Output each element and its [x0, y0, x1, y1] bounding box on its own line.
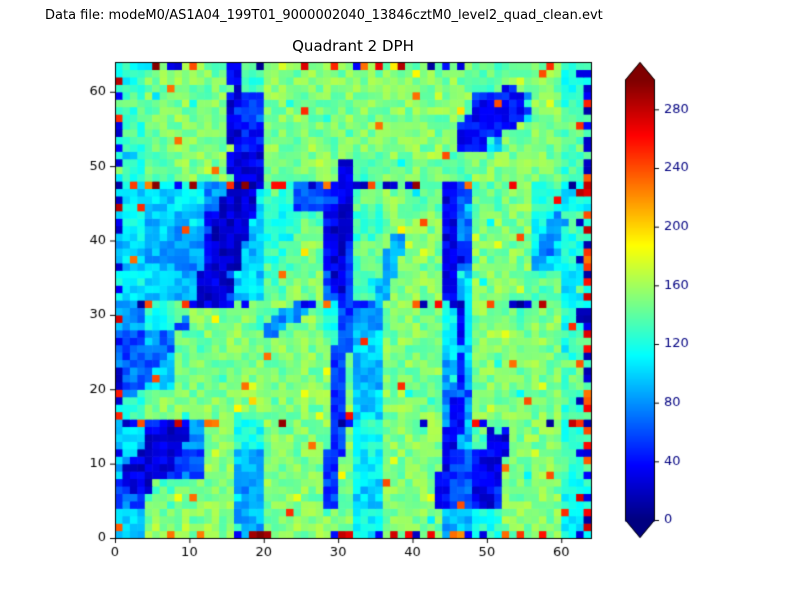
chart-title: Quadrant 2 DPH: [292, 37, 414, 55]
data-file-label: Data file: modeM0/AS1A04_199T01_90000020…: [45, 8, 603, 23]
